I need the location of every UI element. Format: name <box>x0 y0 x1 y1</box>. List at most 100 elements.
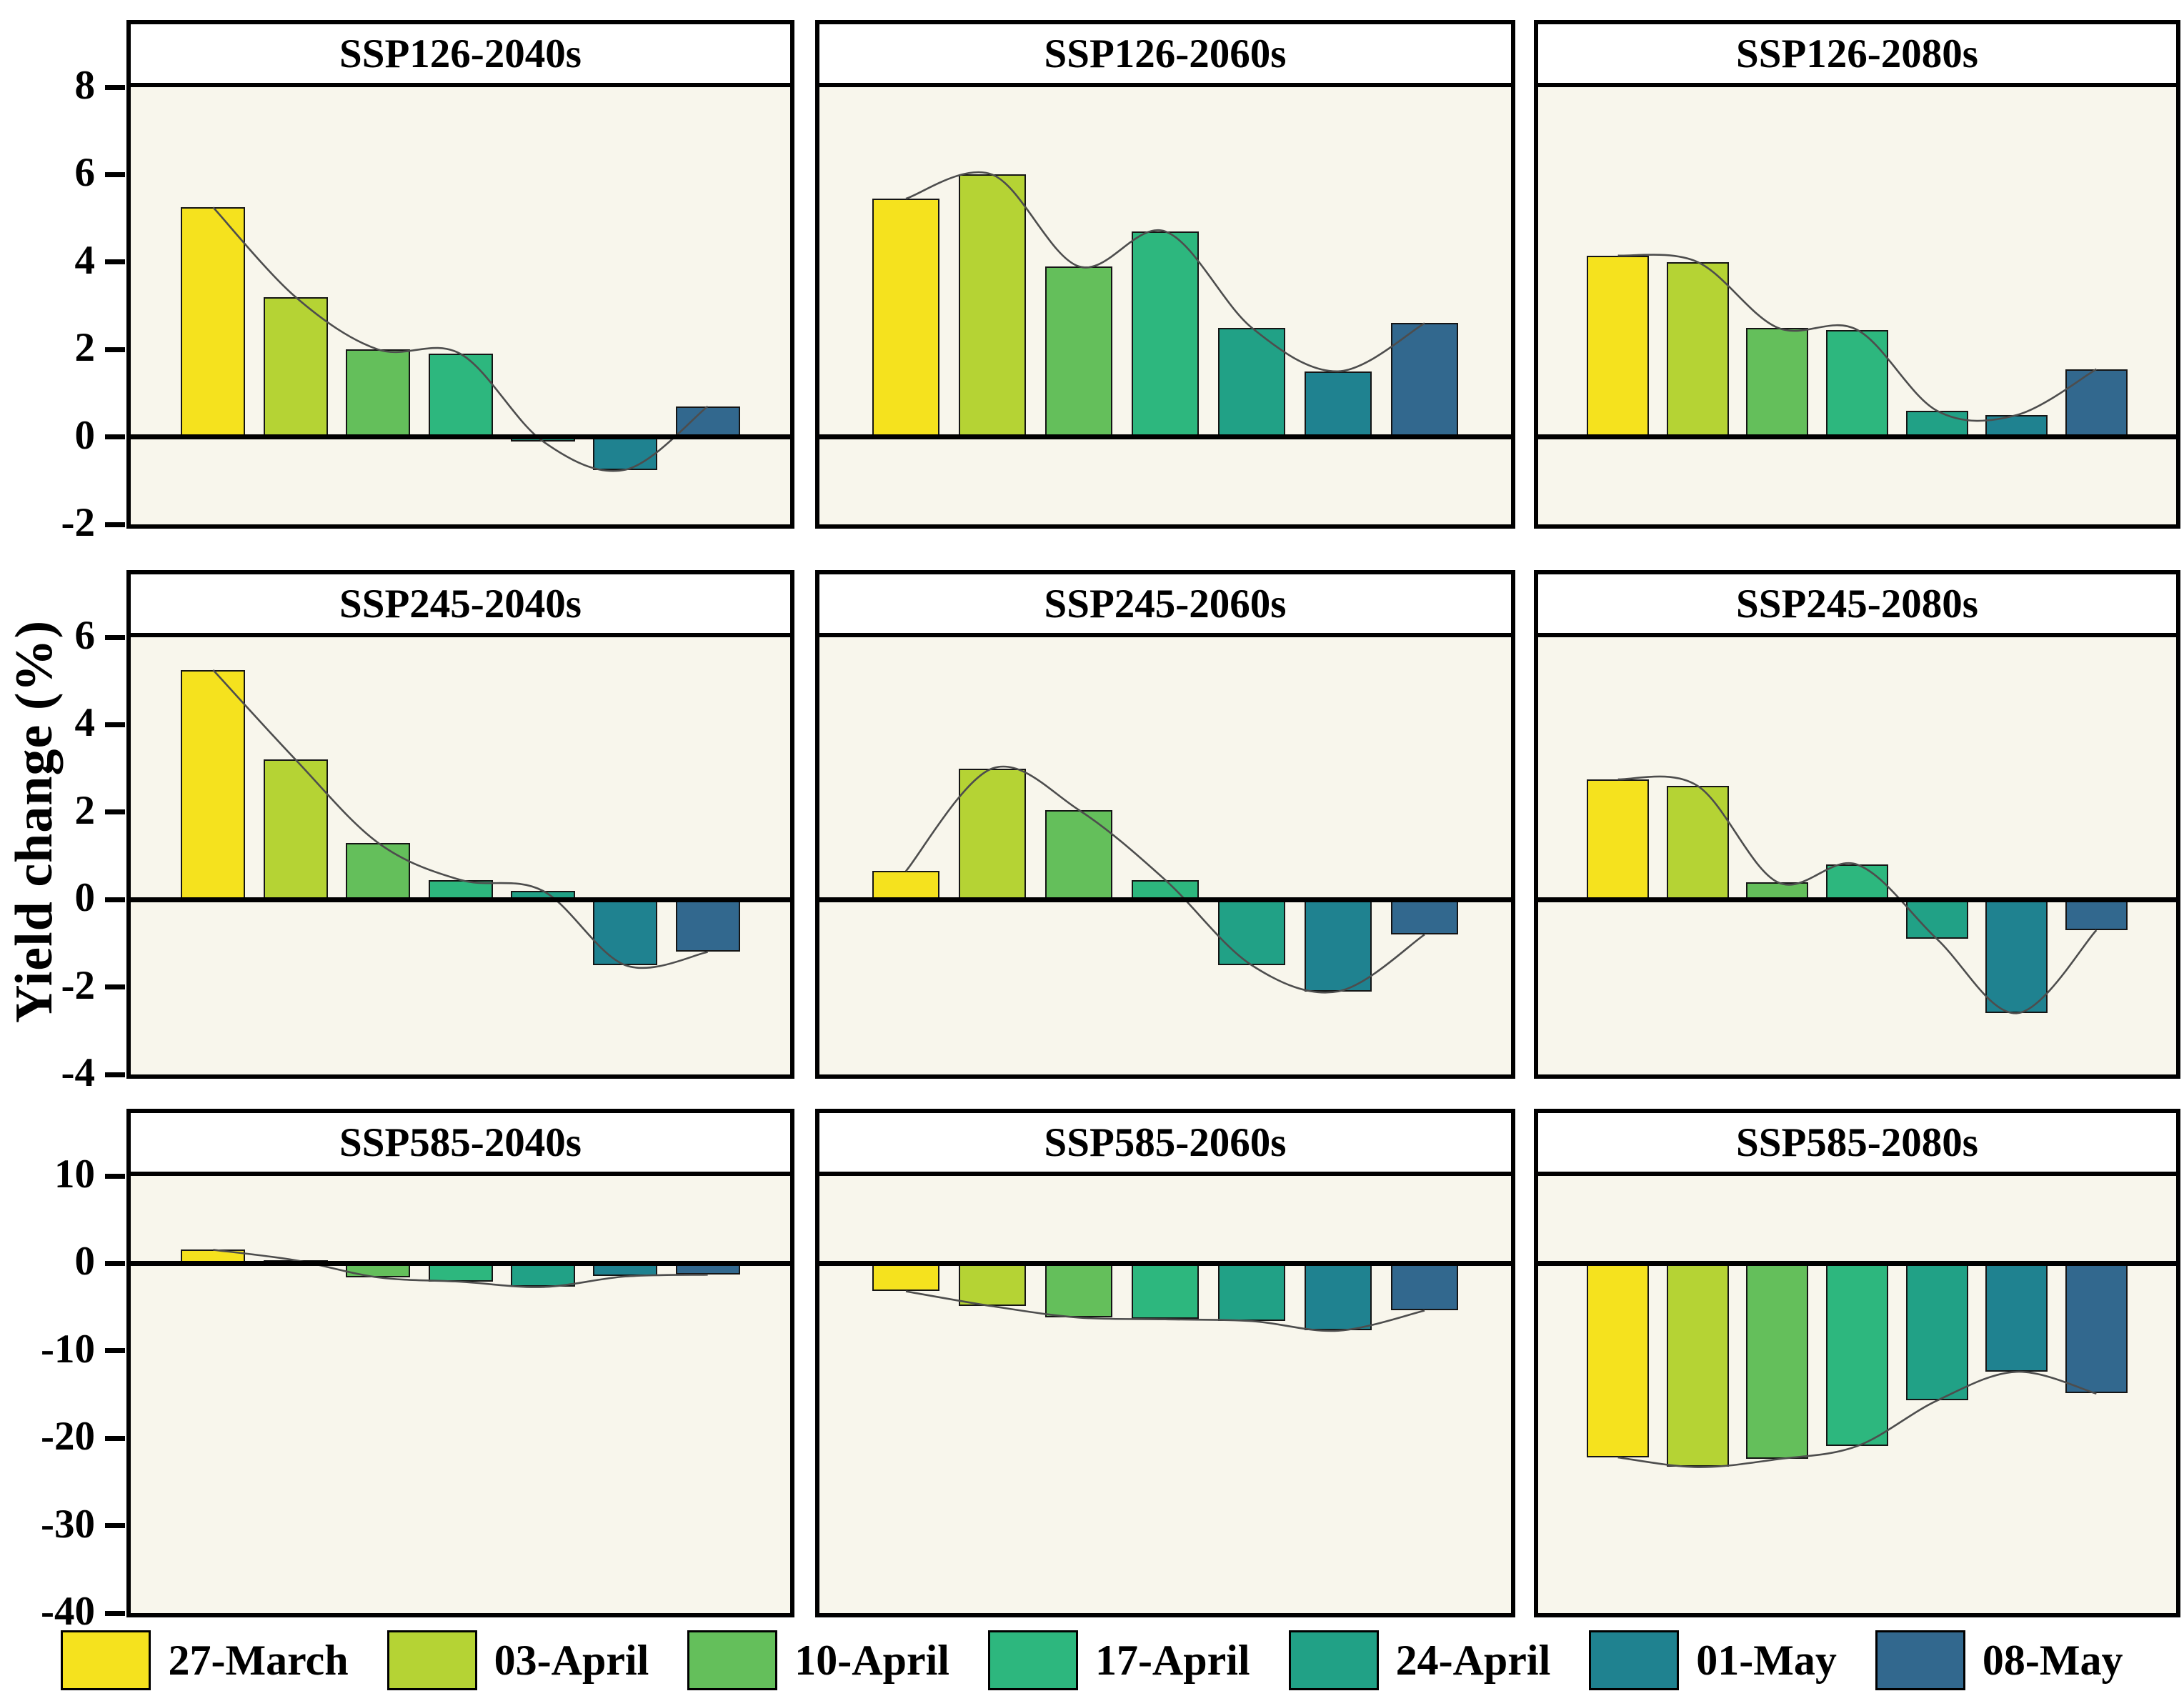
bar-24-april <box>511 1263 575 1287</box>
panel-ssp126-2080s: SSP126-2080s <box>1534 20 2180 529</box>
legend-label: 10-April <box>794 1637 949 1684</box>
legend-label: 27-March <box>168 1637 349 1684</box>
legend-swatch-03-april <box>387 1630 477 1690</box>
legend-item: 27-March <box>61 1630 349 1690</box>
trend-spline <box>1617 1370 2097 1468</box>
y-tick-label: 2 <box>74 788 96 833</box>
bar-27-march <box>181 670 245 899</box>
bar-03-april <box>1667 1263 1729 1467</box>
panel-title-text: SSP245-2080s <box>1736 581 1978 627</box>
panel-title-text: SSP126-2060s <box>1044 31 1287 76</box>
plot-area: 8 6 4 2 0 -2 <box>61 65 794 543</box>
bar-08-may <box>2065 899 2128 930</box>
y-tick-label: 8 <box>74 63 96 108</box>
y-tick-mark <box>105 522 125 527</box>
bar-10-april <box>1746 328 1808 437</box>
plot-area <box>815 1172 1515 1617</box>
legend-swatch-10-april <box>687 1630 778 1690</box>
zero-axis-line <box>131 1261 790 1266</box>
bar-08-may <box>2065 369 2128 437</box>
bar-27-march <box>1587 1263 1649 1457</box>
bar-17-april <box>1132 880 1199 900</box>
panel-title-text: SSP126-2080s <box>1736 31 1978 76</box>
legend-label: 03-April <box>494 1637 649 1684</box>
panel-title-text: SSP585-2060s <box>1044 1119 1287 1165</box>
y-tick-label: -40 <box>41 1589 95 1634</box>
trend-spline <box>1617 254 2098 422</box>
bar-03-april <box>959 769 1026 900</box>
bar-03-april <box>959 1263 1026 1306</box>
legend-item: 03-April <box>387 1630 649 1690</box>
legend-swatch-08-may <box>1875 1630 1965 1690</box>
panel-title: SSP126-2040s <box>126 20 794 83</box>
trend-spline <box>213 1249 708 1288</box>
panel-title: SSP245-2060s <box>815 570 1515 633</box>
y-tick-mark <box>105 984 125 989</box>
y-tick-label: -30 <box>41 1502 95 1547</box>
panel-ssp245-2060s: SSP245-2060s <box>815 570 1515 1079</box>
y-tick-mark <box>105 809 125 814</box>
y-tick-label: 10 <box>54 1152 95 1197</box>
panel-title: SSP126-2080s <box>1534 20 2180 83</box>
bar-27-march <box>1587 779 1649 899</box>
y-tick-mark <box>105 897 125 902</box>
legend-item: 10-April <box>687 1630 949 1690</box>
y-tick-mark <box>105 1611 125 1616</box>
y-tick-mark <box>105 1523 125 1528</box>
panel-title: SSP585-2040s <box>126 1109 794 1172</box>
panel-title-text: SSP126-2040s <box>339 31 582 76</box>
trend-spline <box>905 1290 1425 1332</box>
legend-item: 01-May <box>1589 1630 1837 1690</box>
bar-27-march <box>872 199 939 437</box>
bar-17-april <box>1132 1263 1199 1319</box>
legend-item: 17-April <box>987 1630 1250 1690</box>
y-tick-label: 6 <box>74 150 96 195</box>
bar-08-may <box>676 899 740 952</box>
y-tick-mark <box>105 1174 125 1179</box>
zero-axis-line <box>819 897 1511 902</box>
legend-label: 24-April <box>1395 1637 1551 1684</box>
bar-03-april <box>264 297 328 437</box>
panel-title-text: SSP585-2080s <box>1736 1119 1978 1165</box>
y-tick-mark <box>105 1072 125 1077</box>
bar-03-april <box>1667 786 1729 899</box>
y-tick-mark <box>105 85 125 90</box>
plot-area <box>815 83 1515 529</box>
bar-17-april <box>1132 231 1199 437</box>
plot-area: 10 0 -10 -20 -30 -40 <box>41 1154 794 1632</box>
bar-10-april <box>1746 1263 1808 1459</box>
y-tick-mark <box>105 1436 125 1441</box>
trend-spline <box>905 765 1425 994</box>
legend-label: 08-May <box>1982 1637 2123 1684</box>
y-tick-label: -10 <box>41 1327 95 1372</box>
bar-27-march <box>181 207 245 437</box>
legend-swatch-17-april <box>987 1630 1078 1690</box>
zero-axis-line <box>1538 1261 2176 1266</box>
plot-area <box>815 633 1515 1079</box>
trend-spline <box>1617 775 2098 1014</box>
y-tick-label: 6 <box>74 613 96 658</box>
y-tick-mark <box>105 1261 125 1266</box>
panel-ssp585-2040s: SSP585-2040s 10 0 -10 -20 -30 -40 <box>41 1109 794 1632</box>
panel-title: SSP126-2060s <box>815 20 1515 83</box>
legend-item: 24-April <box>1288 1630 1551 1690</box>
y-tick-mark <box>105 172 125 177</box>
zero-axis-line <box>1538 897 2176 902</box>
panel-title-text: SSP245-2040s <box>339 581 582 627</box>
bar-24-april <box>1218 328 1285 437</box>
zero-axis-line <box>1538 434 2176 439</box>
y-tick-label: 2 <box>74 325 96 370</box>
zero-axis-line <box>131 897 790 902</box>
legend-label: 01-May <box>1696 1637 1837 1684</box>
y-tick-mark <box>105 722 125 727</box>
legend-item: 08-May <box>1875 1630 2123 1690</box>
plot-area <box>1534 83 2180 529</box>
trend-spline <box>212 669 708 969</box>
bar-10-april <box>1045 266 1112 437</box>
y-tick-label: 4 <box>74 238 96 283</box>
panel-title: SSP245-2040s <box>126 570 794 633</box>
panel-ssp245-2040s: SSP245-2040s 6 4 2 0 -2 -4 <box>61 570 794 1093</box>
legend-swatch-01-may <box>1589 1630 1680 1690</box>
bar-24-april <box>1218 1263 1285 1321</box>
